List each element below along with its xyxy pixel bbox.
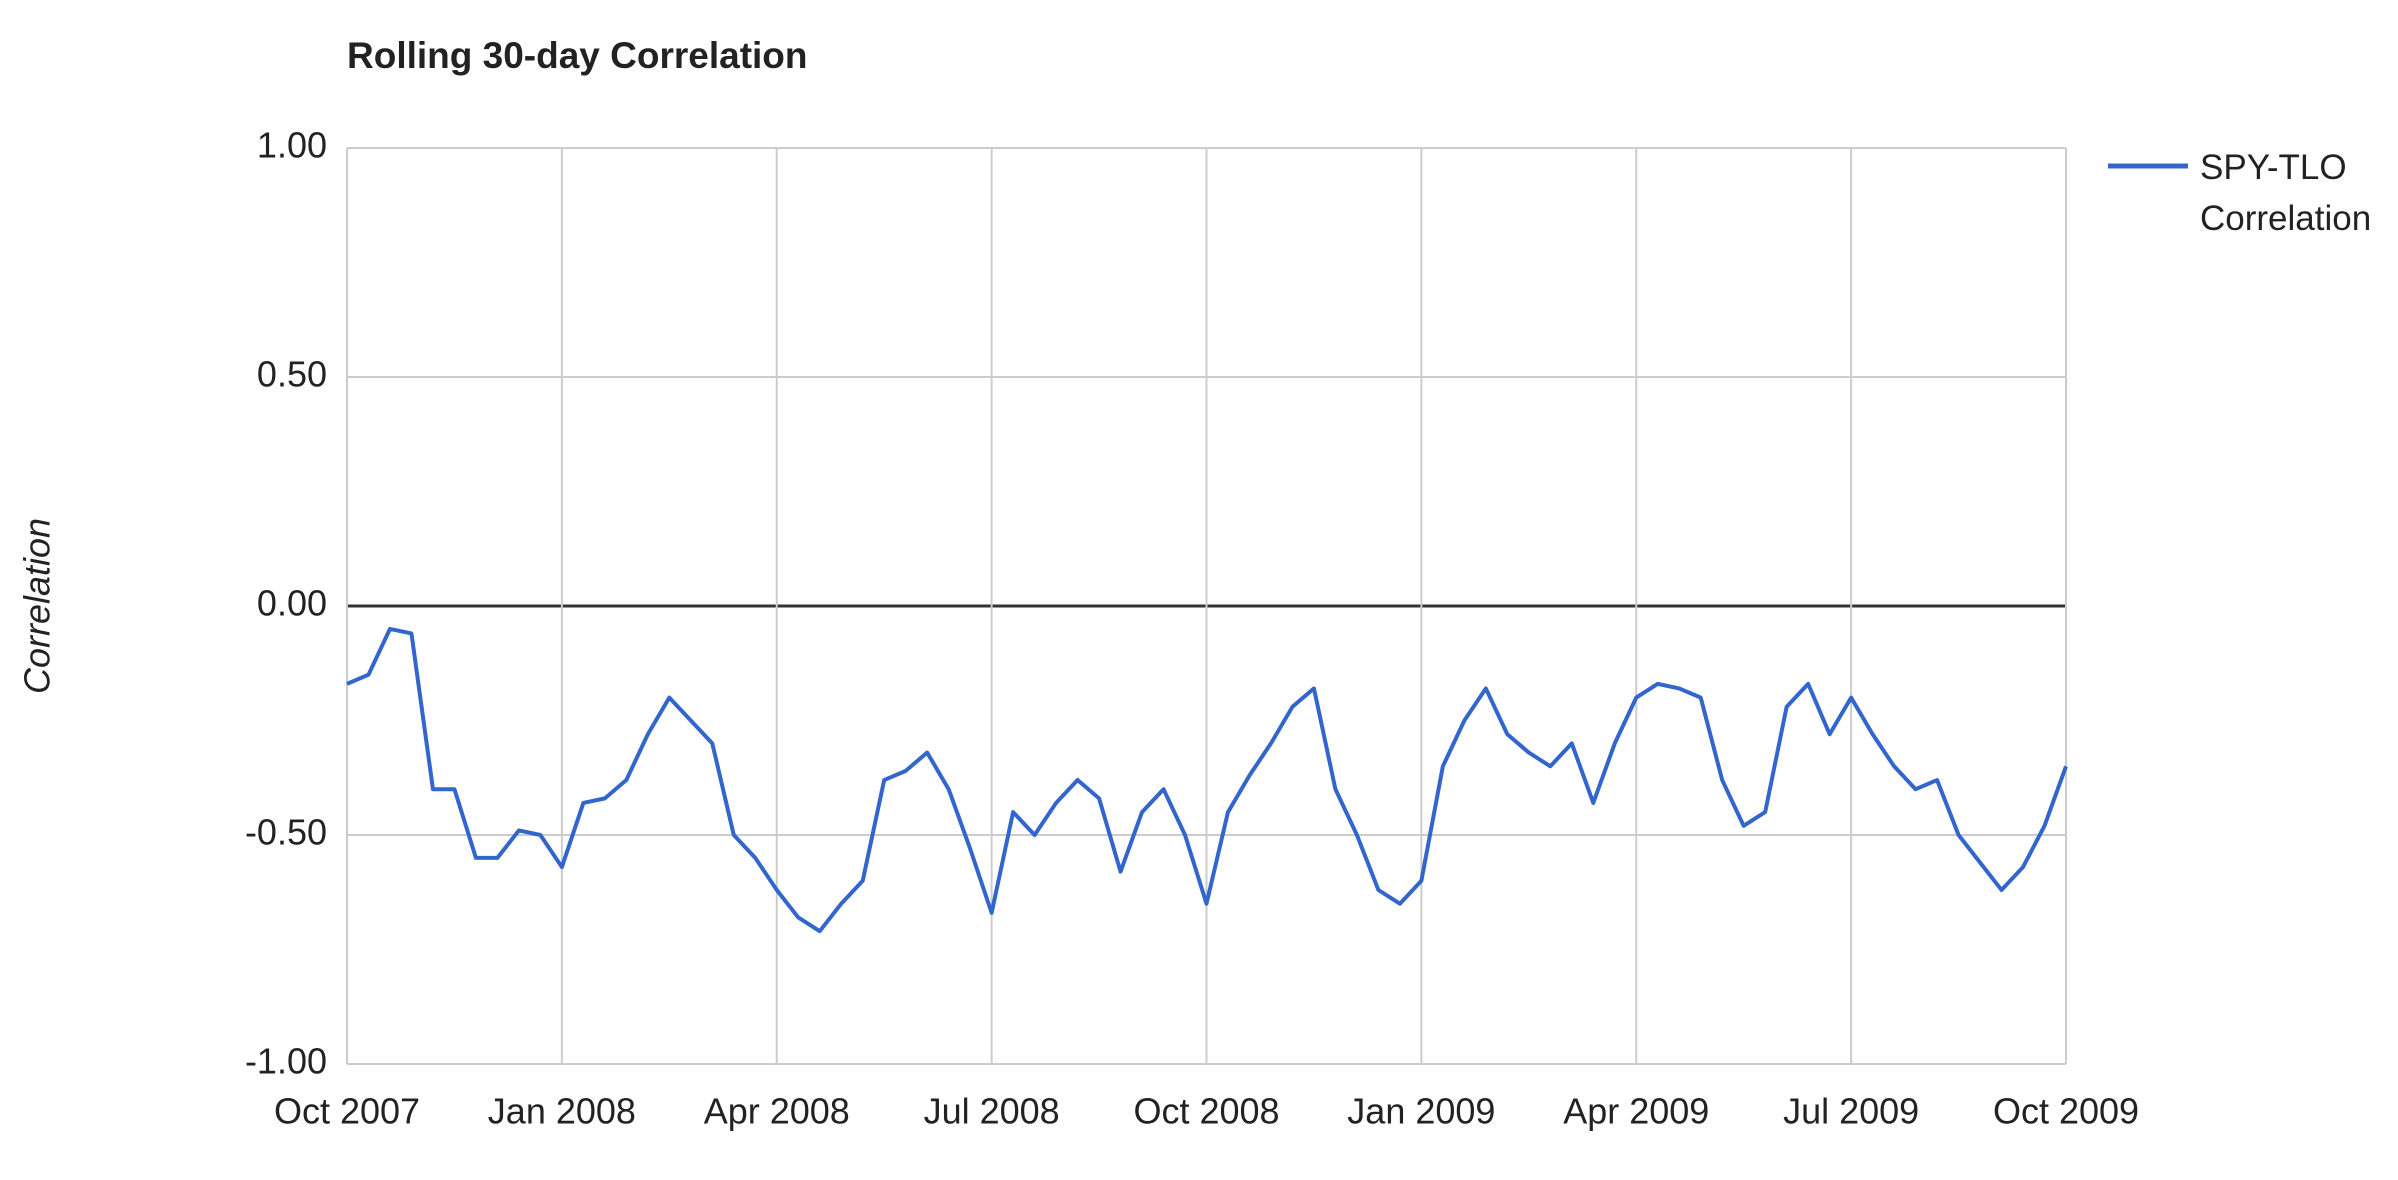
x-tick-label: Jan 2009 <box>1347 1091 1495 1132</box>
legend-label: SPY-TLO Correlation <box>2200 148 2372 238</box>
chart-title: Rolling 30-day Correlation <box>347 35 808 76</box>
x-tick-label: Oct 2007 <box>274 1091 420 1132</box>
x-tick-label: Apr 2008 <box>704 1091 850 1132</box>
series-line <box>346 626 2068 934</box>
x-tick-label: Apr 2009 <box>1563 1091 1709 1132</box>
y-tick-label: -0.50 <box>245 812 327 853</box>
x-tick-label: Oct 2008 <box>1133 1091 1279 1132</box>
x-tick-label: Jul 2009 <box>1783 1091 1919 1132</box>
y-tick-label: 1.00 <box>257 125 327 166</box>
y-tick-label: 0.50 <box>257 354 327 395</box>
x-tick-label: Jul 2008 <box>924 1091 1060 1132</box>
y-axis-title: Correlation <box>17 518 58 694</box>
y-tick-label: 0.00 <box>257 583 327 624</box>
y-tick-label: -1.00 <box>245 1041 327 1082</box>
x-tick-label: Jan 2008 <box>488 1091 636 1132</box>
x-tick-label: Oct 2009 <box>1993 1091 2139 1132</box>
